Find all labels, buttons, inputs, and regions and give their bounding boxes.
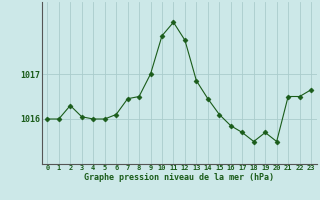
- X-axis label: Graphe pression niveau de la mer (hPa): Graphe pression niveau de la mer (hPa): [84, 173, 274, 182]
